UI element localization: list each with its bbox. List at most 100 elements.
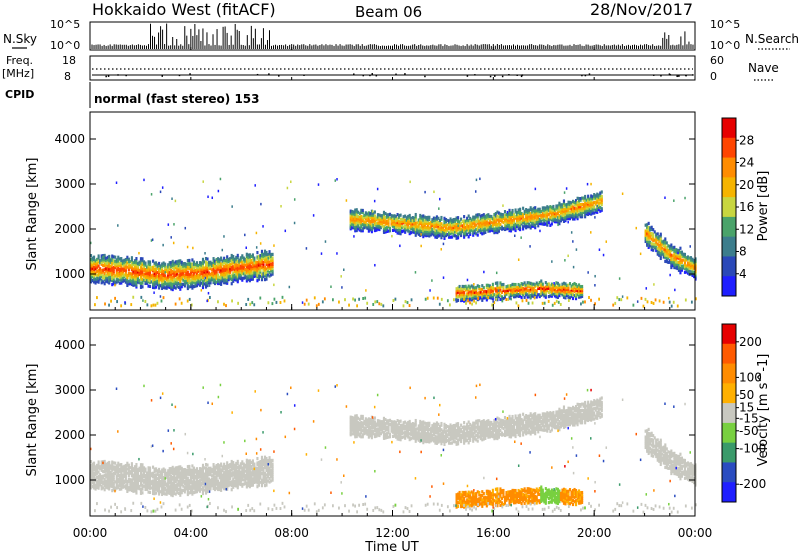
power-cell [652,301,655,305]
power-cell [266,263,270,267]
power-cell [435,235,438,239]
power-cell [502,220,505,225]
power-cell [688,264,691,268]
freq-point [362,74,365,77]
power-cell [407,221,410,225]
power-cell [457,226,460,230]
power-cell [247,273,250,278]
velocity-cell [161,476,164,480]
power-cell [209,272,212,276]
power-cell [496,218,499,222]
power-cell [366,225,369,229]
power-cell [138,260,141,264]
power-cell [546,205,549,209]
velocity-cell [147,486,150,490]
power-cell [192,268,195,273]
power-cell [441,223,445,227]
power-cell [650,300,653,304]
power-cell [236,266,239,270]
power-cell [466,224,469,228]
power-cell [579,205,582,209]
velocity-cell [132,487,135,491]
velocity-cell [90,465,93,470]
velocity-cell [117,477,120,482]
power-cell [388,226,392,231]
power-cell [485,215,488,219]
power-cell [105,273,108,277]
velocity-cell [200,487,203,491]
power-cell [652,236,655,240]
velocity-cell [90,482,93,486]
power-cell [145,267,149,271]
power-cell [109,276,112,280]
power-cell [450,229,454,233]
power-cell [537,219,540,223]
power-cell [229,271,232,275]
power-cell [464,231,467,235]
power-cell [497,217,500,221]
velocity-cell [123,485,126,489]
velocity-cell [192,480,195,484]
power-cell [534,214,537,218]
power-cell [108,277,111,281]
power-cell [494,214,497,218]
power-cell [136,278,139,282]
power-cell [399,225,402,230]
power-cell [565,287,569,291]
power-cell [217,263,220,267]
power-cell [484,226,487,230]
power-cell [509,294,513,298]
power-cell [96,296,98,300]
power-cell [94,271,97,275]
power-cell [503,223,507,227]
power-cell [431,227,434,231]
power-cell [401,221,404,225]
power-cell [578,293,581,297]
power-cell [499,212,502,216]
velocity-cell [174,486,177,490]
power-cell [662,300,665,304]
power-cell [431,229,434,233]
velocity-cell [91,466,94,470]
power-cell [133,265,136,269]
power-cell [482,217,485,221]
velocity-cell [147,480,150,484]
velocity-cell [123,469,126,473]
power-cell [136,268,139,272]
power-cell [218,260,221,264]
power-cell [446,227,449,231]
power-cell [224,266,227,270]
power-cell [511,224,514,228]
power-cell [376,223,379,227]
power-cell [262,271,265,275]
power-cell [116,300,119,304]
power-cell [514,224,517,228]
power-cell [112,267,115,271]
velocity-cell [174,492,177,496]
power-cell [600,190,603,194]
power-cell [106,255,109,259]
velocity-cell [117,484,120,488]
power-cell [442,276,445,279]
velocity-cell [156,482,159,486]
velocity-cell [150,482,153,486]
power-cell [578,203,581,207]
power-cell [378,215,381,220]
power-cell [214,259,217,263]
power-cell [109,278,112,282]
power-cell [253,274,256,279]
velocity-cell [162,491,165,495]
power-cell [273,244,275,247]
power-cell [522,286,525,291]
power-cell [664,253,667,257]
velocity-cell [162,487,165,492]
power-cell [263,253,267,258]
power-cell [540,287,543,291]
power-cell [192,280,195,284]
power-cell [512,217,516,221]
power-cell [549,217,552,221]
velocity-cell [198,468,202,473]
power-cell [194,283,197,287]
power-cell [556,281,559,286]
power-cell [476,217,479,221]
